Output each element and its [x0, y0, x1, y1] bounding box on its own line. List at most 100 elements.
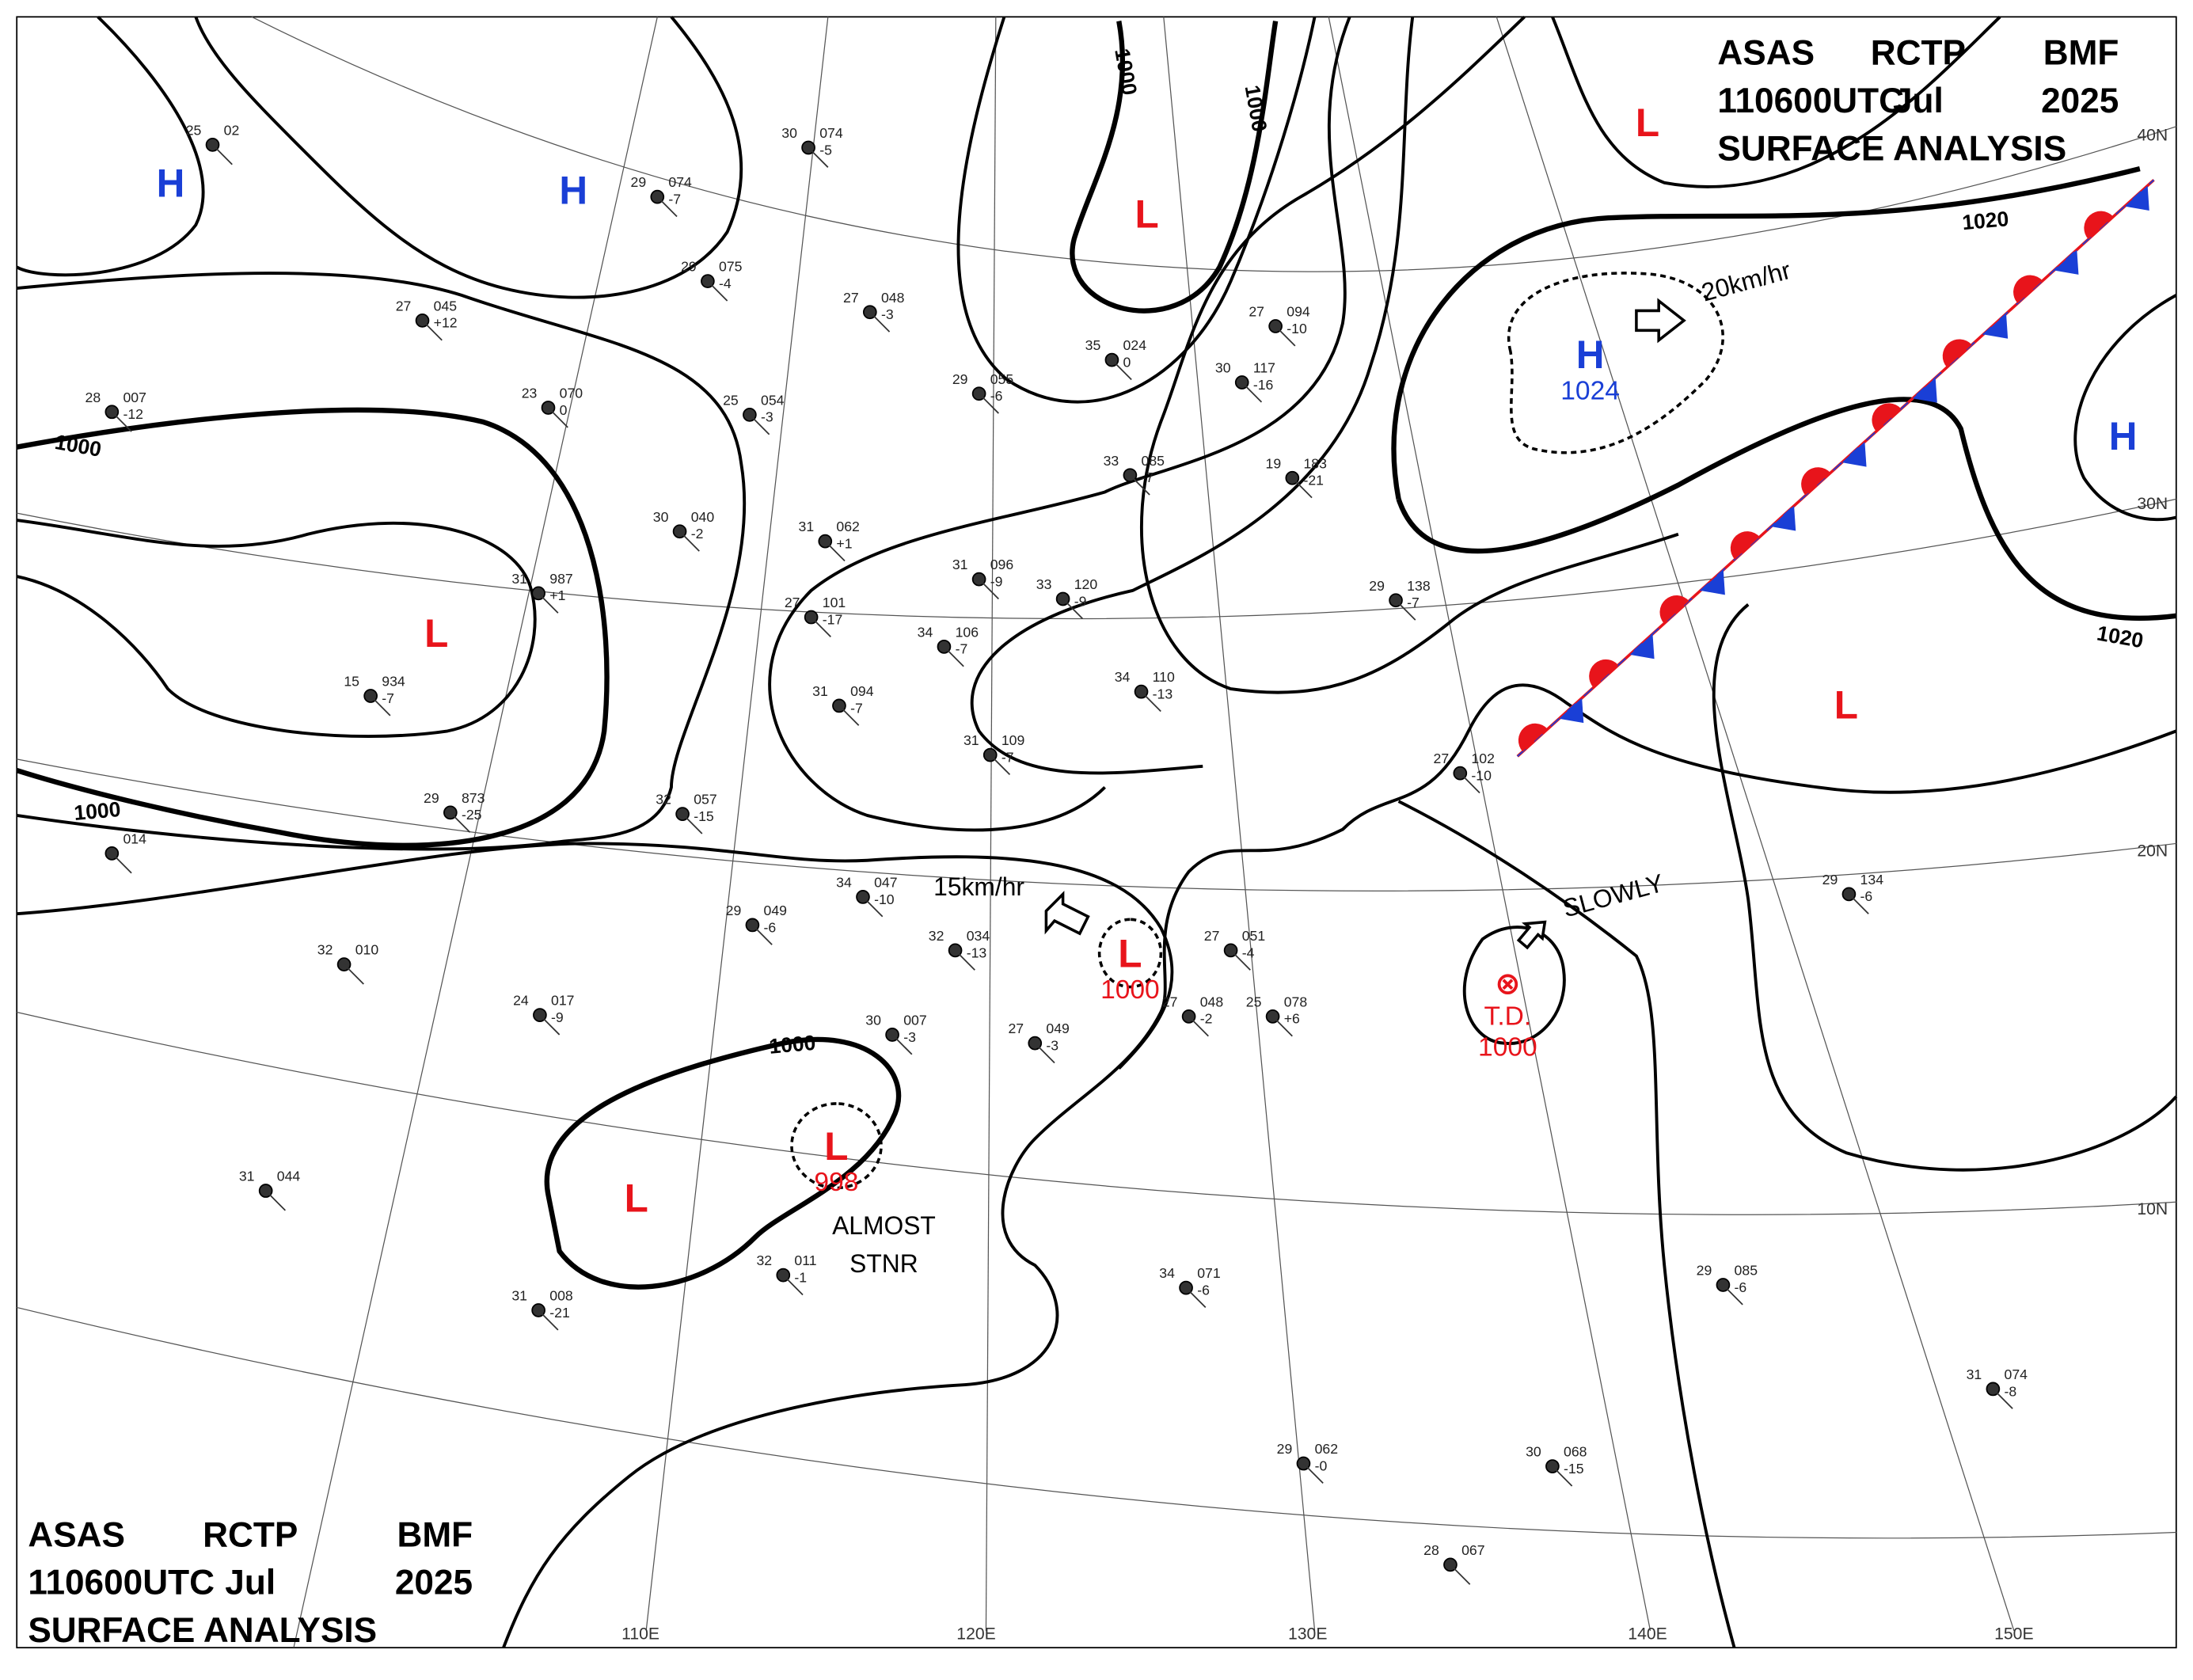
station-pressure: 034 [967, 928, 990, 944]
station-tendency: +6 [1284, 1011, 1300, 1027]
stationary-front [1516, 178, 2155, 758]
station-temperature: 34 [836, 874, 852, 890]
wind-barb [943, 646, 964, 667]
wind-barb [1450, 1564, 1471, 1585]
wind-barb [707, 280, 728, 302]
wind-barb [1241, 382, 1263, 403]
station-tendency: -21 [549, 1305, 570, 1321]
station-pressure: 067 [1461, 1542, 1484, 1558]
header-text: Jul [225, 1564, 276, 1602]
station-pressure: 047 [874, 874, 897, 890]
station-temperature: 25 [723, 392, 739, 408]
station-pressure: 049 [764, 903, 787, 918]
meridian [985, 17, 997, 1631]
station-temperature: 29 [1277, 1441, 1293, 1457]
pressure-center: L [625, 1176, 648, 1221]
station-pressure: 096 [990, 557, 1014, 572]
station-tendency: -3 [761, 409, 773, 425]
pressure-center: L [1636, 101, 1659, 145]
meridian [293, 17, 658, 1648]
station-pressure: 094 [850, 683, 874, 699]
station-tendency: -10 [874, 891, 895, 907]
wind-barb [1188, 1016, 1209, 1037]
station-pressure: 007 [903, 1012, 926, 1028]
station-temperature: 29 [1369, 578, 1385, 594]
warm-front-symbol [1518, 723, 1548, 752]
isobar [1140, 15, 1679, 694]
station-tendency: -10 [1471, 767, 1492, 783]
station-pressure: 075 [719, 259, 743, 275]
station-temperature: 31 [963, 732, 979, 748]
wind-barb [1395, 599, 1416, 621]
station-pressure: 007 [123, 390, 146, 405]
station-temperature: 27 [1249, 303, 1264, 319]
station-tendency: -7 [1142, 469, 1154, 485]
station-temperature: 23 [522, 385, 538, 401]
station-temperature: 32 [929, 928, 944, 944]
station-tendency: -6 [764, 919, 777, 935]
station-tendency: -7 [382, 690, 394, 706]
parallel [17, 1011, 2176, 1215]
isobar [1551, 15, 2001, 188]
header-text: BMF [397, 1515, 473, 1554]
wind-barb [1992, 1388, 2013, 1409]
station-pressure: 070 [560, 385, 583, 401]
longitude-label: 140E [1628, 1624, 1667, 1643]
station-temperature: 31 [1967, 1366, 1982, 1382]
warm-front-symbol [2084, 211, 2114, 240]
station-tendency: -7 [1407, 595, 1420, 610]
station-temperature: 28 [86, 390, 101, 405]
meridian [1163, 17, 1316, 1631]
isobar [544, 1036, 902, 1290]
station-tendency: -7 [668, 191, 681, 207]
station-tendency: -2 [691, 526, 704, 542]
isobar [1397, 800, 1736, 1648]
wind-barb [538, 592, 559, 614]
station-tendency: -13 [1153, 686, 1173, 701]
station-tendency: -9 [551, 1009, 564, 1025]
warm-front-symbol [1872, 403, 1902, 431]
motion-arrow [1044, 891, 1090, 936]
isobar [16, 272, 747, 851]
wind-barb [111, 411, 132, 432]
station-tendency: -4 [1242, 945, 1255, 960]
station-tendency: -8 [2005, 1383, 2017, 1399]
wind-barb [749, 414, 770, 435]
wind-barb [678, 530, 700, 552]
station-pressure: 008 [549, 1288, 573, 1304]
wind-barb [978, 393, 999, 414]
station-pressure: 068 [1564, 1444, 1587, 1460]
station-pressure: 120 [1074, 576, 1098, 592]
front-line-cold [1517, 179, 2155, 758]
header-text: BMF [2043, 34, 2119, 73]
station-pressure: 011 [794, 1252, 816, 1268]
header-text: 110600UTC [1717, 82, 1904, 120]
wind-barb [1459, 773, 1480, 794]
station-temperature: 33 [1104, 453, 1119, 469]
isobars [16, 15, 2178, 1648]
warm-front-symbol [1801, 467, 1831, 496]
meridian [645, 17, 829, 1631]
cold-front-symbol [1629, 633, 1655, 659]
wind-barb [656, 196, 678, 218]
motion-arrow [1516, 920, 1547, 950]
station-temperature: 27 [843, 290, 859, 306]
station-tendency: -4 [719, 276, 732, 291]
station-temperature: 29 [726, 903, 742, 918]
wind-barb [978, 578, 999, 600]
wind-barb [539, 1014, 561, 1036]
wind-barb [782, 1274, 804, 1296]
station-tendency: 0 [560, 402, 568, 418]
wind-barb [343, 964, 364, 985]
station-temperature: 24 [513, 993, 529, 1009]
wind-barb [891, 1034, 913, 1055]
isobar [768, 16, 1351, 832]
wind-barb [1848, 893, 1869, 914]
wind-barb [862, 896, 884, 918]
annotation: 15km/hr [933, 872, 1024, 901]
station-tendency: -15 [1564, 1461, 1584, 1477]
station-temperature: 30 [781, 125, 797, 141]
station-temperature: 30 [1215, 360, 1231, 376]
station-tendency: -5 [819, 142, 832, 158]
